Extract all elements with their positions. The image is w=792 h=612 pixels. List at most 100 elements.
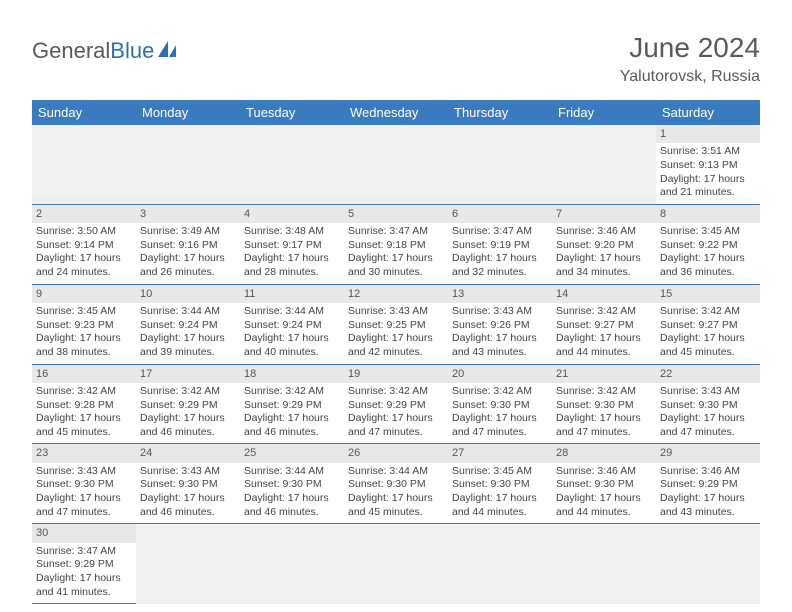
day-number: 19 — [344, 365, 448, 383]
day-details: Sunrise: 3:46 AMSunset: 9:29 PMDaylight:… — [656, 463, 760, 524]
calendar-cell: 7Sunrise: 3:46 AMSunset: 9:20 PMDaylight… — [552, 204, 656, 284]
daylight-line-2: and 34 minutes. — [556, 266, 652, 280]
daylight-line-1: Daylight: 17 hours — [36, 572, 132, 586]
calendar-cell: 1Sunrise: 3:51 AMSunset: 9:13 PMDaylight… — [656, 125, 760, 204]
day-number: 3 — [136, 205, 240, 223]
daylight-line-1: Daylight: 17 hours — [660, 252, 756, 266]
sunset-line: Sunset: 9:22 PM — [660, 239, 756, 253]
sunset-line: Sunset: 9:30 PM — [244, 478, 340, 492]
daylight-line-1: Daylight: 17 hours — [556, 492, 652, 506]
calendar-cell: 2Sunrise: 3:50 AMSunset: 9:14 PMDaylight… — [32, 204, 136, 284]
day-details: Sunrise: 3:47 AMSunset: 9:29 PMDaylight:… — [32, 543, 136, 604]
day-details: Sunrise: 3:43 AMSunset: 9:25 PMDaylight:… — [344, 303, 448, 364]
sunrise-line: Sunrise: 3:42 AM — [36, 385, 132, 399]
day-details: Sunrise: 3:48 AMSunset: 9:17 PMDaylight:… — [240, 223, 344, 284]
calendar-cell: 10Sunrise: 3:44 AMSunset: 9:24 PMDayligh… — [136, 284, 240, 364]
sunrise-line: Sunrise: 3:43 AM — [452, 305, 548, 319]
day-number: 23 — [32, 444, 136, 462]
day-details: Sunrise: 3:44 AMSunset: 9:30 PMDaylight:… — [240, 463, 344, 524]
weekday-header: Tuesday — [240, 100, 344, 125]
day-details: Sunrise: 3:47 AMSunset: 9:19 PMDaylight:… — [448, 223, 552, 284]
daylight-line-1: Daylight: 17 hours — [452, 252, 548, 266]
daylight-line-2: and 40 minutes. — [244, 346, 340, 360]
calendar-cell: 11Sunrise: 3:44 AMSunset: 9:24 PMDayligh… — [240, 284, 344, 364]
location: Yalutorovsk, Russia — [620, 68, 760, 86]
calendar-cell: 30Sunrise: 3:47 AMSunset: 9:29 PMDayligh… — [32, 524, 136, 604]
calendar-cell — [240, 524, 344, 604]
day-number: 16 — [32, 365, 136, 383]
day-details: Sunrise: 3:45 AMSunset: 9:23 PMDaylight:… — [32, 303, 136, 364]
sunset-line: Sunset: 9:24 PM — [244, 319, 340, 333]
sunrise-line: Sunrise: 3:46 AM — [660, 465, 756, 479]
calendar-cell: 19Sunrise: 3:42 AMSunset: 9:29 PMDayligh… — [344, 364, 448, 444]
day-details: Sunrise: 3:46 AMSunset: 9:20 PMDaylight:… — [552, 223, 656, 284]
calendar-cell: 8Sunrise: 3:45 AMSunset: 9:22 PMDaylight… — [656, 204, 760, 284]
day-details: Sunrise: 3:45 AMSunset: 9:30 PMDaylight:… — [448, 463, 552, 524]
daylight-line-2: and 30 minutes. — [348, 266, 444, 280]
sunrise-line: Sunrise: 3:44 AM — [244, 465, 340, 479]
calendar-cell: 27Sunrise: 3:45 AMSunset: 9:30 PMDayligh… — [448, 444, 552, 524]
day-details: Sunrise: 3:43 AMSunset: 9:30 PMDaylight:… — [656, 383, 760, 444]
day-number: 2 — [32, 205, 136, 223]
calendar-cell — [448, 125, 552, 204]
daylight-line-2: and 41 minutes. — [36, 586, 132, 600]
sunset-line: Sunset: 9:26 PM — [452, 319, 548, 333]
sunset-line: Sunset: 9:28 PM — [36, 399, 132, 413]
daylight-line-2: and 43 minutes. — [660, 506, 756, 520]
daylight-line-1: Daylight: 17 hours — [348, 412, 444, 426]
weekday-header: Friday — [552, 100, 656, 125]
calendar-cell: 4Sunrise: 3:48 AMSunset: 9:17 PMDaylight… — [240, 204, 344, 284]
calendar-cell — [448, 524, 552, 604]
sunrise-line: Sunrise: 3:43 AM — [348, 305, 444, 319]
day-number: 27 — [448, 444, 552, 462]
daylight-line-1: Daylight: 17 hours — [556, 332, 652, 346]
daylight-line-1: Daylight: 17 hours — [348, 492, 444, 506]
sunrise-line: Sunrise: 3:44 AM — [244, 305, 340, 319]
calendar-row: 9Sunrise: 3:45 AMSunset: 9:23 PMDaylight… — [32, 284, 760, 364]
calendar-cell — [552, 524, 656, 604]
day-number: 13 — [448, 285, 552, 303]
daylight-line-1: Daylight: 17 hours — [140, 332, 236, 346]
day-number: 1 — [656, 125, 760, 143]
daylight-line-1: Daylight: 17 hours — [452, 412, 548, 426]
day-number: 10 — [136, 285, 240, 303]
sunrise-line: Sunrise: 3:47 AM — [348, 225, 444, 239]
daylight-line-2: and 32 minutes. — [452, 266, 548, 280]
sunset-line: Sunset: 9:29 PM — [348, 399, 444, 413]
day-details: Sunrise: 3:42 AMSunset: 9:27 PMDaylight:… — [656, 303, 760, 364]
calendar-cell: 18Sunrise: 3:42 AMSunset: 9:29 PMDayligh… — [240, 364, 344, 444]
calendar-row: 30Sunrise: 3:47 AMSunset: 9:29 PMDayligh… — [32, 524, 760, 604]
day-details: Sunrise: 3:44 AMSunset: 9:24 PMDaylight:… — [136, 303, 240, 364]
sunrise-line: Sunrise: 3:47 AM — [452, 225, 548, 239]
calendar-cell: 3Sunrise: 3:49 AMSunset: 9:16 PMDaylight… — [136, 204, 240, 284]
calendar-cell: 24Sunrise: 3:43 AMSunset: 9:30 PMDayligh… — [136, 444, 240, 524]
day-details: Sunrise: 3:43 AMSunset: 9:26 PMDaylight:… — [448, 303, 552, 364]
sunset-line: Sunset: 9:27 PM — [660, 319, 756, 333]
sunrise-line: Sunrise: 3:47 AM — [36, 545, 132, 559]
calendar-cell — [32, 125, 136, 204]
daylight-line-1: Daylight: 17 hours — [140, 252, 236, 266]
day-details: Sunrise: 3:51 AMSunset: 9:13 PMDaylight:… — [656, 143, 760, 204]
sunset-line: Sunset: 9:30 PM — [556, 478, 652, 492]
sunset-line: Sunset: 9:18 PM — [348, 239, 444, 253]
calendar-cell: 21Sunrise: 3:42 AMSunset: 9:30 PMDayligh… — [552, 364, 656, 444]
title-block: June 2024 Yalutorovsk, Russia — [620, 32, 760, 86]
daylight-line-2: and 46 minutes. — [244, 506, 340, 520]
sunset-line: Sunset: 9:13 PM — [660, 159, 756, 173]
calendar-cell: 28Sunrise: 3:46 AMSunset: 9:30 PMDayligh… — [552, 444, 656, 524]
weekday-header: Saturday — [656, 100, 760, 125]
daylight-line-1: Daylight: 17 hours — [244, 252, 340, 266]
daylight-line-2: and 44 minutes. — [452, 506, 548, 520]
daylight-line-1: Daylight: 17 hours — [556, 252, 652, 266]
sunrise-line: Sunrise: 3:42 AM — [452, 385, 548, 399]
weekday-header: Monday — [136, 100, 240, 125]
day-details: Sunrise: 3:44 AMSunset: 9:24 PMDaylight:… — [240, 303, 344, 364]
day-details: Sunrise: 3:45 AMSunset: 9:22 PMDaylight:… — [656, 223, 760, 284]
daylight-line-1: Daylight: 17 hours — [452, 492, 548, 506]
calendar-cell: 25Sunrise: 3:44 AMSunset: 9:30 PMDayligh… — [240, 444, 344, 524]
day-number: 15 — [656, 285, 760, 303]
daylight-line-1: Daylight: 17 hours — [348, 332, 444, 346]
day-number: 25 — [240, 444, 344, 462]
sunset-line: Sunset: 9:14 PM — [36, 239, 132, 253]
brand-part2: Blue — [110, 38, 154, 64]
